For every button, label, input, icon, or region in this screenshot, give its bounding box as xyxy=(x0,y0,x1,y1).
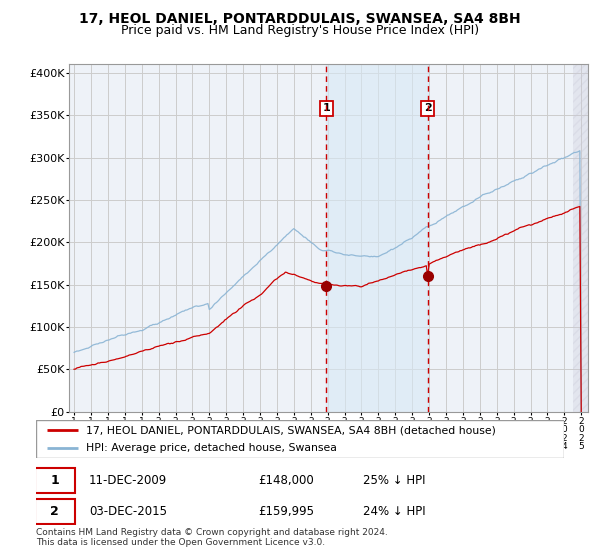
Text: 24% ↓ HPI: 24% ↓ HPI xyxy=(364,505,426,518)
Text: 2: 2 xyxy=(50,505,59,518)
Text: 25% ↓ HPI: 25% ↓ HPI xyxy=(364,474,426,487)
Text: 17, HEOL DANIEL, PONTARDDULAIS, SWANSEA, SA4 8BH: 17, HEOL DANIEL, PONTARDDULAIS, SWANSEA,… xyxy=(79,12,521,26)
Text: 17, HEOL DANIEL, PONTARDDULAIS, SWANSEA, SA4 8BH (detached house): 17, HEOL DANIEL, PONTARDDULAIS, SWANSEA,… xyxy=(86,425,496,435)
Text: 03-DEC-2015: 03-DEC-2015 xyxy=(89,505,167,518)
Text: 1: 1 xyxy=(322,104,330,114)
Text: Price paid vs. HM Land Registry's House Price Index (HPI): Price paid vs. HM Land Registry's House … xyxy=(121,24,479,37)
Text: 2: 2 xyxy=(424,104,431,114)
Text: 11-DEC-2009: 11-DEC-2009 xyxy=(89,474,167,487)
Bar xyxy=(326,64,428,412)
Text: 1: 1 xyxy=(50,474,59,487)
Bar xyxy=(573,64,588,412)
Text: £159,995: £159,995 xyxy=(258,505,314,518)
Text: £148,000: £148,000 xyxy=(258,474,314,487)
Bar xyxy=(573,64,588,412)
FancyBboxPatch shape xyxy=(35,499,74,524)
Text: Contains HM Land Registry data © Crown copyright and database right 2024.
This d: Contains HM Land Registry data © Crown c… xyxy=(36,528,388,547)
FancyBboxPatch shape xyxy=(36,420,564,458)
FancyBboxPatch shape xyxy=(35,468,74,493)
Text: HPI: Average price, detached house, Swansea: HPI: Average price, detached house, Swan… xyxy=(86,443,337,453)
